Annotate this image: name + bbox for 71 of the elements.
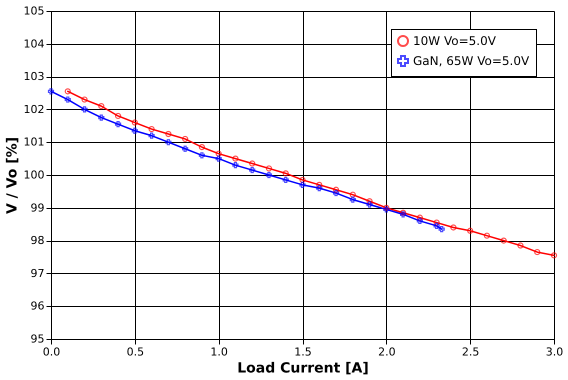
point [282,176,289,184]
point [416,218,423,224]
point [232,162,239,168]
point [299,176,306,184]
y-tick-label: 105 [24,4,44,18]
y-tick-label: 104 [24,37,44,50]
legend-label: 10W Vo=5.0V [413,34,497,48]
x-tick-label: 3.0 [546,346,564,358]
point [266,165,272,172]
point [114,121,122,128]
point [81,96,88,103]
point [114,112,122,120]
legend-label: GaN, 65W Vo=5.0V [413,54,530,68]
y-tick-label: 101 [24,136,44,149]
point [366,201,373,208]
point [232,156,239,162]
y-tick-label: 98 [30,234,44,248]
x-axis-title: Load Current [A] [237,360,369,376]
point [366,198,373,204]
point [198,144,205,150]
point [249,166,256,174]
point [148,132,155,139]
point [132,119,138,126]
y-tick-label: 102 [24,102,44,116]
point [98,103,104,110]
point [438,226,445,232]
point [165,139,172,146]
point [182,136,188,142]
y-tick-label: 100 [24,168,44,182]
point [198,152,205,158]
point [64,96,71,103]
point [98,114,104,121]
point [148,126,155,132]
y-tick-label: 97 [30,266,44,280]
point [216,150,222,157]
point [534,248,540,256]
point [350,192,356,198]
point [165,130,172,138]
point [299,182,306,188]
x-tick-label: 0.5 [126,346,144,358]
point [434,219,440,226]
y-tick-label: 95 [30,332,44,346]
point [132,128,138,134]
point [434,222,440,229]
y-tick-label: 103 [24,70,44,84]
point [216,156,222,162]
point [450,224,456,231]
point [316,182,322,188]
point [467,228,474,234]
y-tick-label: 96 [30,300,44,313]
x-tick-label: 0.0 [42,346,60,358]
point [316,185,322,192]
point [282,170,289,176]
point [517,242,524,249]
point [249,160,256,167]
y-axis-title: V / Vo [%] [4,136,21,214]
point [266,172,272,178]
y-tick-label: 99 [30,201,44,214]
point [182,146,188,152]
point [48,88,54,94]
point [350,196,356,203]
x-tick-label: 1.0 [210,346,228,358]
point [332,186,340,193]
point [484,232,490,239]
x-tick-label: 2.5 [462,346,480,358]
point [332,190,340,196]
point [81,106,88,112]
x-tick-label: 2.0 [378,346,396,358]
point [416,214,423,221]
x-tick-label: 1.5 [294,346,312,358]
point [500,238,507,244]
